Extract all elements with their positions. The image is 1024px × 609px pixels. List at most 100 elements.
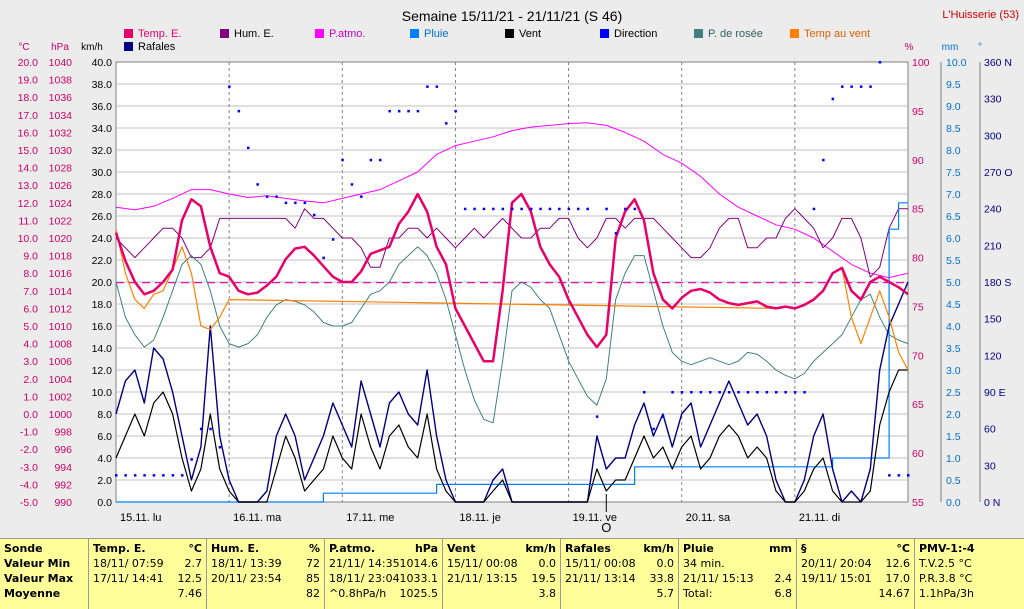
tick-temp: 15.0 <box>18 145 39 157</box>
tick-pressure: 1008 <box>49 339 73 351</box>
tick-wind: 12.0 <box>92 365 113 377</box>
direction-point <box>171 474 175 477</box>
tick-humidity: 65 <box>912 399 924 411</box>
direction-point <box>793 391 797 394</box>
tick-wind: 38.0 <box>92 79 113 91</box>
stats-row: 19/11/ 15:01 17.0 <box>801 571 910 586</box>
stats-row: Valeur Max <box>4 571 84 586</box>
tick-day: 21.11. di <box>799 512 840 524</box>
tick-wind: 32.0 <box>92 145 113 157</box>
tick-rain: 0.0 <box>946 497 961 509</box>
stats-cell-value: 0.0 <box>656 557 675 570</box>
direction-point <box>454 109 457 113</box>
legend-label: Temp. E. <box>138 28 181 40</box>
tick-pressure: 1002 <box>49 391 73 403</box>
tick-temp: 14.0 <box>18 163 39 175</box>
tick-wind: 4.0 <box>97 453 112 465</box>
stats-cell-label: 21/11/ 14:35 <box>329 557 400 570</box>
tick-temp: 16.0 <box>18 127 39 139</box>
stats-column: Temp. E. °C 18/11/ 07:59 2.7 17/11/ 14:41 12.… <box>88 539 206 609</box>
tick-direction: 90 E <box>984 387 1006 399</box>
stats-column: Hum. E.% 18/11/ 13:39 72 20/11/ 23:54 85 82 <box>206 539 324 609</box>
direction-point <box>435 85 439 88</box>
stats-cell-label: Valeur Max <box>4 572 74 585</box>
tick-rain: 3.5 <box>946 343 961 355</box>
direction-point <box>586 207 589 211</box>
tick-rain: 1.0 <box>946 453 961 465</box>
legend-label: Pluie <box>424 28 448 40</box>
stats-cell-value: km/h <box>525 542 556 555</box>
tick-wind: 0.0 <box>97 497 112 509</box>
direction-point <box>369 158 373 162</box>
direction-point <box>143 474 146 477</box>
stats-row: 21/11/ 14:35 1014.6 <box>329 556 438 571</box>
tick-temp: 5.0 <box>23 321 38 333</box>
direction-point <box>548 207 552 211</box>
axis-unit: ° <box>978 42 982 53</box>
tick-day: 16.11. ma <box>233 512 282 524</box>
tick-humidity: 75 <box>912 301 924 313</box>
tick-wind: 2.0 <box>97 475 112 487</box>
series-line-vent <box>115 369 908 503</box>
tick-humidity: 80 <box>912 253 924 265</box>
series-line-p-de-ros-e <box>115 246 909 424</box>
direction-point <box>529 207 533 211</box>
stats-row: ^0.8hPa/h 1025.5 <box>329 586 438 601</box>
tick-rain: 0.5 <box>946 475 961 487</box>
tick-wind: 18.0 <box>92 299 113 311</box>
tick-temp: -3.0 <box>20 462 38 474</box>
stats-cell-value: 19.5 <box>531 572 557 585</box>
tick-rain: 3.0 <box>946 365 961 377</box>
stats-table: Sonde Valeur Min Valeur Max Moyenne Temp. E.… <box>0 538 1024 609</box>
tick-direction: 180 S <box>984 277 1011 289</box>
stats-cell-label: § <box>801 542 807 555</box>
tick-humidity: 85 <box>912 204 924 216</box>
stats-cell-label: Vent <box>447 542 476 555</box>
direction-point <box>379 158 382 162</box>
tick-rain: 9.5 <box>946 79 961 91</box>
direction-point <box>388 109 391 113</box>
direction-point <box>256 183 259 186</box>
stats-row: 14.67 <box>801 586 911 601</box>
stats-cell-label: 20/11/ 23:54 <box>211 572 282 585</box>
tick-humidity: 95 <box>912 106 924 118</box>
tick-wind: 40.0 <box>92 57 113 69</box>
tick-direction: 210 <box>984 240 1002 252</box>
tick-temp: 4.0 <box>23 339 38 351</box>
stats-cell-label: Sonde <box>4 542 43 555</box>
direction-point <box>850 85 853 88</box>
tick-temp: -5.0 <box>20 497 38 509</box>
stats-cell-label: 34 min. <box>683 557 725 570</box>
stats-cell-value: 3.8 <box>538 587 557 600</box>
direction-point <box>265 195 269 198</box>
stats-header: Pluie mm <box>683 541 792 556</box>
tick-humidity: 100 <box>912 57 930 69</box>
direction-point <box>416 109 420 113</box>
tick-temp: 13.0 <box>18 180 39 192</box>
tick-pressure: 1020 <box>49 233 73 245</box>
direction-point <box>746 391 750 394</box>
tick-pressure: 990 <box>54 497 72 509</box>
direction-point <box>313 213 316 217</box>
stats-cell-label: Moyenne <box>4 587 61 600</box>
stats-cell-label: P.atmo. <box>329 542 376 555</box>
stats-cell-value: 1014.6 <box>399 557 439 570</box>
stats-cell-value: 72 <box>306 557 320 570</box>
stats-cell-label: PMV-1:-4 <box>919 542 975 555</box>
tick-temp: 1.0 <box>23 391 38 403</box>
axis-unit: km/h <box>81 42 103 53</box>
direction-point <box>869 85 872 88</box>
direction-point <box>727 391 731 394</box>
tick-wind: 34.0 <box>92 123 113 135</box>
direction-point <box>756 391 759 394</box>
legend-label: Vent <box>519 28 541 40</box>
tick-rain: 8.0 <box>946 145 961 157</box>
legend-swatch <box>124 42 133 51</box>
direction-point <box>275 195 278 198</box>
series-line-p-atmo- <box>115 122 909 279</box>
stats-column: Rafales km/h 15/11/ 00:08 0.0 21/11/ 13:14 33… <box>560 539 678 609</box>
direction-point <box>426 85 429 88</box>
tick-pressure: 1030 <box>49 145 73 157</box>
stats-cell-value: 6.8 <box>774 587 793 600</box>
tick-pressure: 1022 <box>49 215 73 227</box>
